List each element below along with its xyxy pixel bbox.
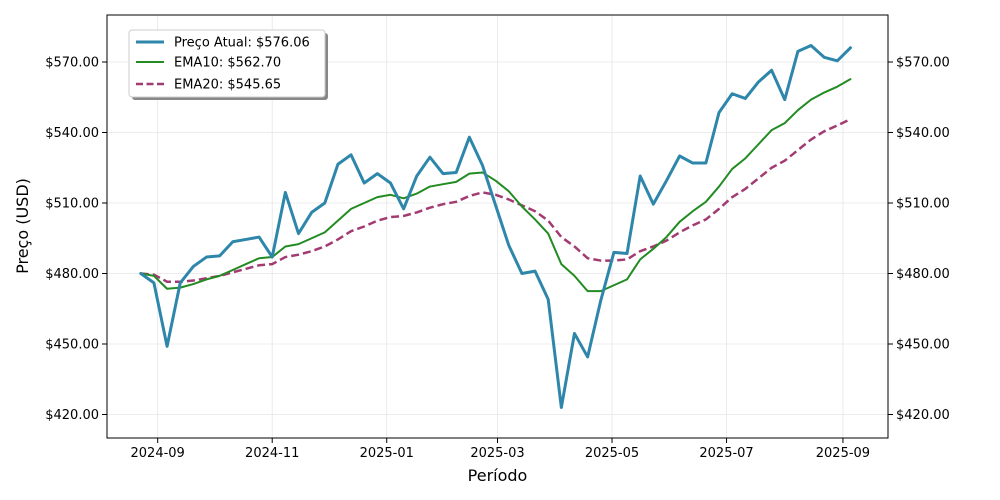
x-tick-label: 2025-05 bbox=[585, 446, 639, 461]
y-tick-label-left: $450.00 bbox=[45, 338, 99, 353]
legend-label-ema20: EMA20: $545.65 bbox=[174, 78, 281, 93]
x-axis-title: Período bbox=[468, 466, 528, 485]
series-group bbox=[139, 44, 852, 409]
y-tick-label-left: $540.00 bbox=[45, 126, 99, 141]
y-axis-title: Preço (USD) bbox=[13, 178, 32, 274]
legend: Preço Atual: $576.06 EMA10: $562.70 EMA2… bbox=[128, 29, 328, 100]
x-tick-label: 2024-11 bbox=[245, 446, 299, 461]
x-tick-label: 2025-09 bbox=[816, 446, 870, 461]
ema20-line bbox=[140, 118, 851, 283]
legend-label-ema10: EMA10: $562.70 bbox=[174, 56, 281, 71]
x-tick-label: 2024-09 bbox=[131, 446, 185, 461]
axes: 2024-09 2024-11 2025-01 2025-03 2025-05 2025-… bbox=[45, 56, 950, 462]
y-tick-label-right: $480.00 bbox=[896, 267, 950, 282]
legend-box bbox=[128, 29, 326, 98]
y-tick-label-left: $510.00 bbox=[45, 197, 99, 212]
y-tick-label-left: $480.00 bbox=[45, 267, 99, 282]
price-line bbox=[139, 44, 852, 409]
y-tick-label-right: $570.00 bbox=[896, 56, 950, 71]
x-tick-label: 2025-07 bbox=[699, 446, 753, 461]
y-tick-label-left: $570.00 bbox=[45, 56, 99, 71]
y-tick-label-left: $420.00 bbox=[45, 408, 99, 423]
y-tick-label-right: $450.00 bbox=[896, 338, 950, 353]
x-tick-label: 2025-01 bbox=[360, 446, 414, 461]
y-tick-label-right: $540.00 bbox=[896, 126, 950, 141]
y-tick-label-right: $420.00 bbox=[896, 408, 950, 423]
y-tick-label-right: $510.00 bbox=[896, 197, 950, 212]
legend-label-price: Preço Atual: $576.06 bbox=[174, 36, 310, 51]
grid bbox=[107, 15, 888, 438]
x-tick-label: 2025-03 bbox=[470, 446, 524, 461]
ema10-line bbox=[139, 78, 852, 293]
